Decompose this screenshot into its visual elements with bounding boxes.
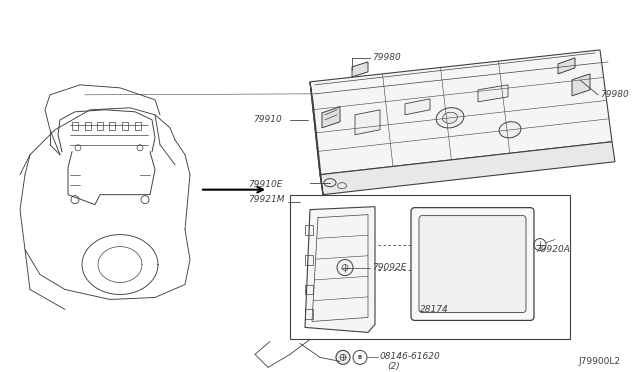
Polygon shape	[405, 99, 430, 115]
Polygon shape	[352, 62, 368, 77]
Text: 79910E: 79910E	[248, 180, 282, 189]
Polygon shape	[558, 58, 575, 74]
Text: 79980: 79980	[372, 54, 401, 62]
Ellipse shape	[324, 179, 336, 187]
Text: 79921M: 79921M	[248, 195, 285, 204]
Bar	[305, 225, 313, 235]
Bar	[305, 310, 313, 320]
Text: 79980: 79980	[600, 90, 628, 99]
Bar	[305, 254, 313, 264]
Polygon shape	[310, 82, 323, 195]
Text: 79092E: 79092E	[372, 263, 406, 272]
FancyBboxPatch shape	[419, 216, 526, 312]
Bar	[97, 122, 103, 130]
Polygon shape	[310, 50, 612, 175]
Polygon shape	[572, 74, 590, 96]
Bar	[122, 122, 128, 130]
Ellipse shape	[442, 112, 458, 124]
Ellipse shape	[337, 183, 346, 189]
Circle shape	[336, 350, 350, 364]
Text: 79910: 79910	[253, 115, 282, 124]
Bar	[85, 122, 91, 130]
Bar	[290, 195, 570, 339]
Ellipse shape	[436, 108, 464, 128]
Text: 08146-61620: 08146-61620	[380, 352, 441, 361]
Text: B: B	[358, 355, 362, 360]
Polygon shape	[478, 85, 508, 102]
Polygon shape	[355, 110, 380, 135]
Polygon shape	[305, 206, 375, 333]
Ellipse shape	[499, 122, 521, 138]
Bar	[109, 122, 115, 130]
Text: 79920A: 79920A	[535, 245, 570, 254]
Polygon shape	[322, 107, 340, 128]
Bar	[72, 122, 78, 130]
Bar	[305, 285, 313, 295]
Polygon shape	[320, 142, 615, 195]
FancyBboxPatch shape	[411, 208, 534, 320]
Text: J79900L2: J79900L2	[578, 357, 620, 366]
Text: 28174: 28174	[420, 305, 449, 314]
Text: (2): (2)	[387, 362, 400, 371]
Bar	[135, 122, 141, 130]
